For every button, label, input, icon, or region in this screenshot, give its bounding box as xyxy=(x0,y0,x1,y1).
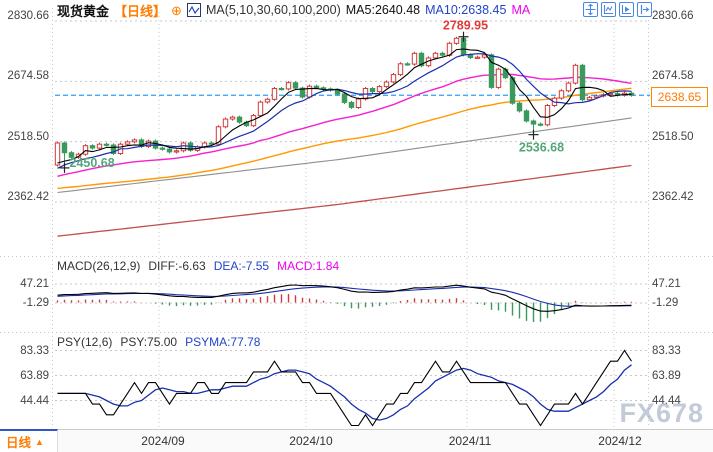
pan-right-icon[interactable] xyxy=(637,2,652,17)
last-price-tag: 2638.65 xyxy=(651,87,708,107)
svg-text:2450.68: 2450.68 xyxy=(70,156,115,170)
psy-axis-label: 83.33 xyxy=(20,345,49,357)
psy-axis-label: 44.44 xyxy=(20,395,49,407)
y-axis-label: 2518.50 xyxy=(652,131,694,143)
zoom-y-axis-icon[interactable] xyxy=(619,2,634,17)
ma-settings-label: MA(5,10,30,60,100,200) xyxy=(205,3,341,17)
chevron-up-icon: ▲ xyxy=(35,436,44,447)
kline-chart-icon[interactable] xyxy=(186,3,201,17)
add-indicator-icon[interactable]: ⊕ xyxy=(171,2,182,18)
macd-axis-label: -1.29 xyxy=(22,297,49,309)
macd-axis-label: -1.29 xyxy=(652,297,679,309)
time-axis-bar xyxy=(0,429,713,452)
macd-diff-value: DIFF:-6.63 xyxy=(148,259,206,273)
period-tag[interactable]: 【日线】 xyxy=(114,3,167,19)
psy-title: PSY(12,6) xyxy=(57,335,113,349)
macd-macd-value: MACD:1.84 xyxy=(277,259,340,273)
y-axis-label: 2362.42 xyxy=(7,191,49,203)
macd-dea-value: DEA:-7.55 xyxy=(213,259,270,273)
period-selector[interactable]: 日线 ▲ xyxy=(0,429,58,452)
x-axis-label: 2024/11 xyxy=(448,434,492,448)
zoom-x-axis-icon[interactable] xyxy=(601,2,616,17)
period-selector-label: 日线 xyxy=(6,436,32,450)
x-axis-label: 2024/09 xyxy=(141,434,185,448)
ma10-value: MA10:2638.45 xyxy=(425,3,507,17)
x-axis-label: 2024/12 xyxy=(598,434,642,448)
y-axis-label: 2362.42 xyxy=(652,191,694,203)
psy-axis-label: 63.89 xyxy=(652,370,681,382)
psy-axis-label: 44.44 xyxy=(652,395,681,407)
watermark: FX678 xyxy=(619,398,704,428)
chart-header: 现货黄金 【日线】 ⊕ MA(5,10,30,60,100,200) MA5:2… xyxy=(57,2,531,19)
macd-header: MACD(26,12,9) DIFF:-6.63 DEA:-7.55 MACD:… xyxy=(57,259,339,273)
y-axis-label: 2674.58 xyxy=(7,70,49,82)
ma30-value-truncated: MA xyxy=(511,3,531,17)
macd-axis-label: 47.21 xyxy=(20,278,49,290)
psy-header: PSY(12,6) PSY:75.00 PSYMA:77.78 xyxy=(57,335,260,349)
chart-toolbar xyxy=(583,2,652,17)
macd-title: MACD(26,12,9) xyxy=(57,259,141,273)
ma5-value: MA5:2640.48 xyxy=(345,3,421,17)
svg-text:2789.95: 2789.95 xyxy=(443,19,488,33)
symbol-name: 现货黄金 xyxy=(57,3,110,19)
psyma-value: PSYMA:77.78 xyxy=(185,335,261,349)
psy-value: PSY:75.00 xyxy=(120,335,178,349)
y-axis-label: 2518.50 xyxy=(7,131,49,143)
psy-axis-label: 83.33 xyxy=(652,345,681,357)
macd-axis-label: 47.21 xyxy=(652,278,681,290)
x-axis-label: 2024/10 xyxy=(289,434,333,448)
crosshair-icon[interactable] xyxy=(583,2,598,17)
y-axis-label: 2830.66 xyxy=(7,10,49,22)
y-axis-label: 2674.58 xyxy=(652,70,694,82)
svg-text:2536.68: 2536.68 xyxy=(519,141,564,155)
y-axis-label: 2830.66 xyxy=(652,10,694,22)
psy-axis-label: 63.89 xyxy=(20,370,49,382)
